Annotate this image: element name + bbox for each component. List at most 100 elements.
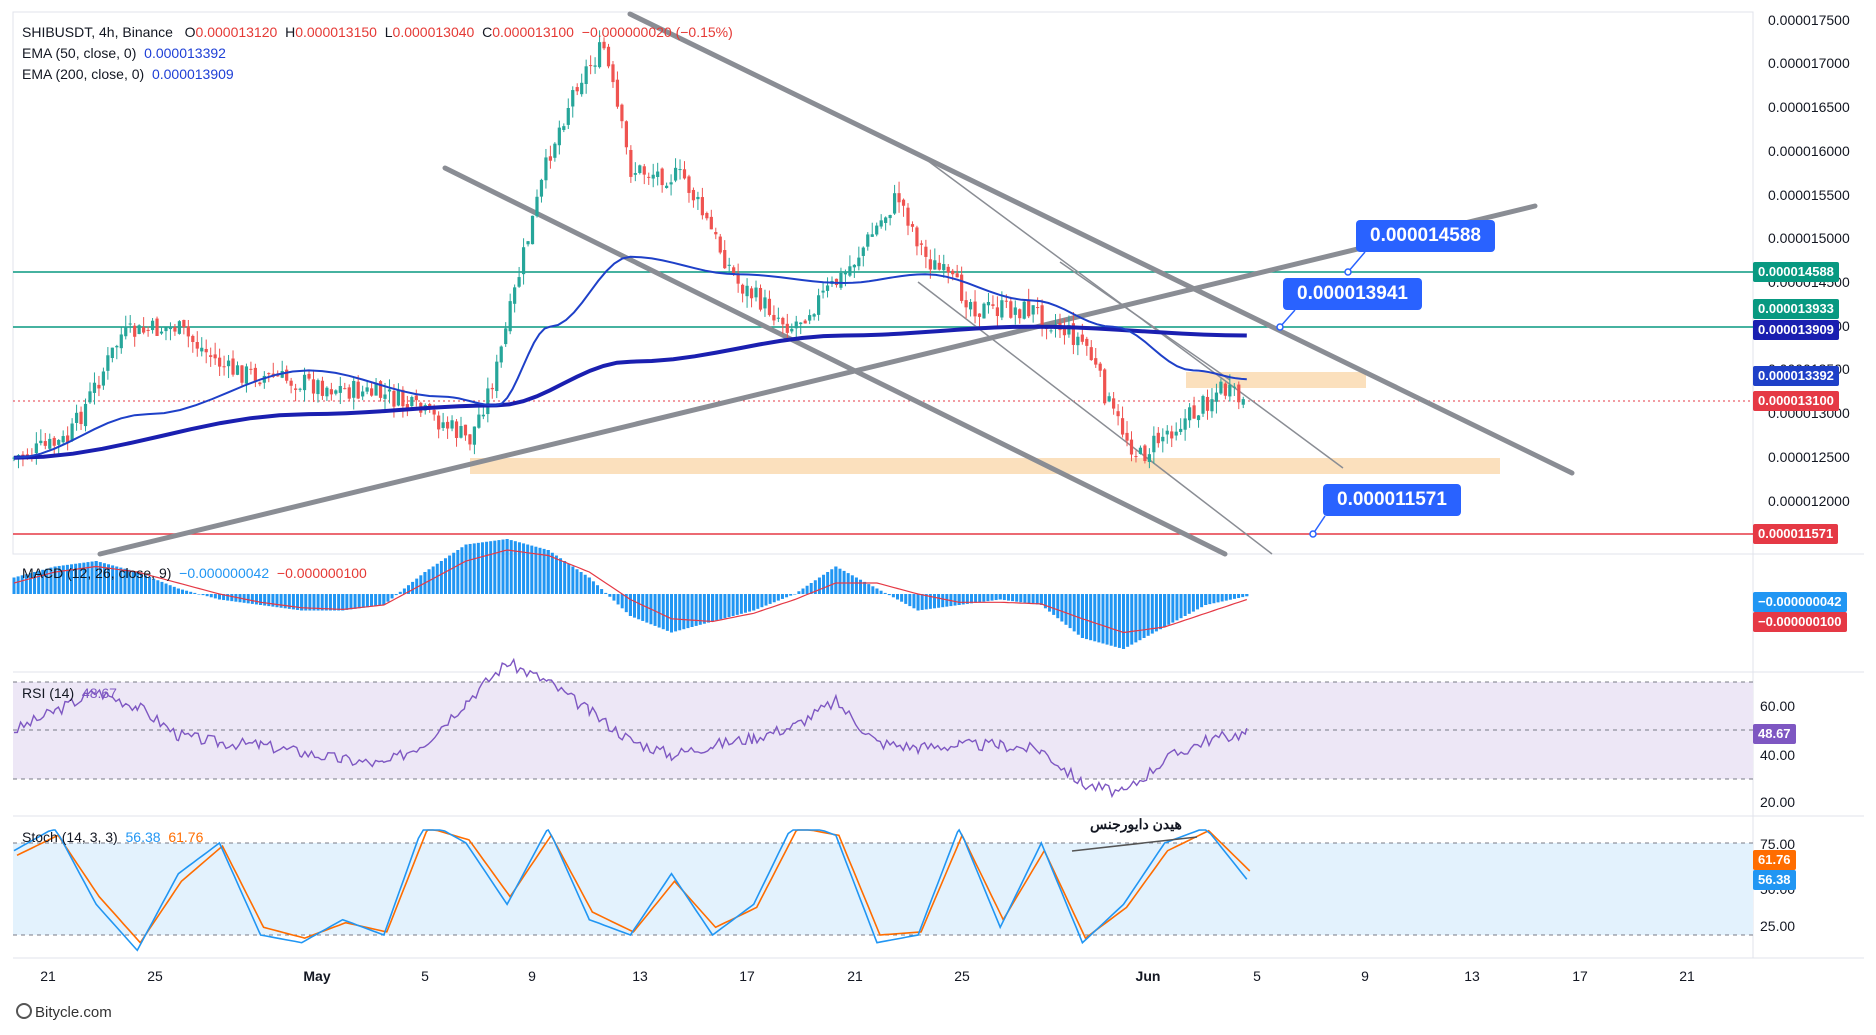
macd-bar xyxy=(986,594,990,602)
macd-bar xyxy=(139,573,143,594)
macd-bar xyxy=(887,594,891,596)
candle-body xyxy=(1013,307,1017,315)
macd-bar xyxy=(994,594,998,601)
candle-body xyxy=(629,149,633,177)
ema50-legend[interactable]: EMA (50, close, 0) 0.000013392 xyxy=(22,45,226,61)
macd-bar xyxy=(571,566,575,594)
channel-lines[interactable] xyxy=(97,11,1575,557)
macd-bar xyxy=(850,575,854,594)
candle-body xyxy=(1080,334,1084,342)
macd-bar xyxy=(287,594,291,609)
macd-bar xyxy=(822,574,826,594)
macd-bar xyxy=(382,594,386,605)
macd-bar xyxy=(57,565,61,594)
candle-body xyxy=(52,437,56,446)
macd-bar xyxy=(1191,594,1195,612)
candle-body xyxy=(1237,384,1241,403)
candle-body xyxy=(745,285,749,297)
macd-bar xyxy=(370,594,374,607)
candle-body xyxy=(973,301,977,317)
macd-bar xyxy=(65,564,69,594)
macd-bar xyxy=(1146,594,1150,636)
macd-bar xyxy=(706,594,710,623)
candle-body xyxy=(526,241,530,245)
candle-body xyxy=(445,421,450,429)
candle-body xyxy=(97,384,101,389)
candle-body xyxy=(1009,301,1013,318)
macd-bar xyxy=(1179,594,1183,619)
macd-bar xyxy=(246,594,250,604)
divergence-line[interactable] xyxy=(1071,836,1198,852)
macd-bar xyxy=(1113,594,1117,647)
candle-body xyxy=(222,366,226,368)
macd-histogram[interactable] xyxy=(12,539,1249,649)
ema200-line[interactable] xyxy=(13,324,1247,460)
candle-body xyxy=(441,422,445,428)
macd-bar xyxy=(780,594,784,599)
candle-body xyxy=(928,259,932,270)
macd-bar xyxy=(333,594,337,611)
candle-body xyxy=(647,176,651,178)
candle-body xyxy=(101,371,105,386)
candle-body xyxy=(1076,336,1080,346)
macd-bar xyxy=(990,594,994,601)
rsi-line[interactable] xyxy=(13,657,1248,799)
candle-body xyxy=(410,397,414,407)
macd-bar xyxy=(526,544,530,594)
candle-body xyxy=(235,365,240,375)
macd-signal-line[interactable] xyxy=(13,549,1247,634)
macd-bar xyxy=(854,577,858,594)
macd-bar xyxy=(443,558,447,594)
candle-body xyxy=(74,412,79,423)
ema50-line[interactable] xyxy=(13,255,1247,459)
macd-bar xyxy=(965,594,969,604)
macd-legend[interactable]: MACD (12, 26, close, 9) −0.000000042 −0.… xyxy=(22,565,367,581)
candle-body xyxy=(602,41,606,49)
rsi-tick-20: 20.00 xyxy=(1760,794,1796,810)
callout-support[interactable]: 0.000011571 xyxy=(1323,484,1461,516)
footer-brand[interactable]: Bitycle.com xyxy=(16,1003,112,1021)
stoch-legend[interactable]: Stoch (14, 3, 3) 56.38 61.76 xyxy=(22,829,204,845)
candle-body xyxy=(1129,439,1134,455)
candlesticks[interactable] xyxy=(12,30,1245,469)
candle-body xyxy=(231,358,235,375)
candle-body xyxy=(1018,309,1022,319)
macd-bar xyxy=(217,594,221,600)
candle-body xyxy=(1134,456,1138,458)
macd-bar xyxy=(776,594,780,601)
candle-body xyxy=(1223,383,1227,396)
macd-bar xyxy=(263,594,267,606)
macd-bar xyxy=(1130,594,1134,645)
candle-body xyxy=(982,303,986,319)
candle-body xyxy=(432,409,436,415)
callout-resistance[interactable]: 0.000014588 xyxy=(1356,220,1495,252)
symbol-line[interactable]: SHIBUSDT, 4h, Binance xyxy=(22,24,173,40)
macd-bar xyxy=(813,580,817,594)
time-tick: 21 xyxy=(40,968,56,984)
candle-body xyxy=(1040,305,1044,326)
macd-bar xyxy=(226,594,230,601)
macd-bar xyxy=(1085,594,1089,640)
macd-bar xyxy=(460,547,464,594)
candle-body xyxy=(1241,399,1245,405)
callout-ema200-level[interactable]: 0.000013941 xyxy=(1283,278,1422,310)
candle-body xyxy=(490,387,494,390)
macd-bar xyxy=(45,568,49,594)
macd-bar xyxy=(1006,594,1010,601)
macd-bar xyxy=(727,594,731,618)
rsi-legend[interactable]: RSI (14) 48.67 xyxy=(22,685,117,701)
macd-bar xyxy=(554,555,558,594)
candle-body xyxy=(553,143,557,158)
time-tick: 21 xyxy=(1679,968,1695,984)
candle-body xyxy=(307,373,311,379)
candle-body xyxy=(884,217,888,223)
candle-body xyxy=(289,380,293,386)
macd-bar xyxy=(119,567,123,594)
candle-body xyxy=(48,438,52,449)
ema200-legend[interactable]: EMA (200, close, 0) 0.000013909 xyxy=(22,66,234,82)
candle-body xyxy=(727,264,731,266)
macd-bar xyxy=(690,594,694,627)
stoch-k-line[interactable] xyxy=(13,828,1248,952)
macd-bar xyxy=(86,562,90,594)
